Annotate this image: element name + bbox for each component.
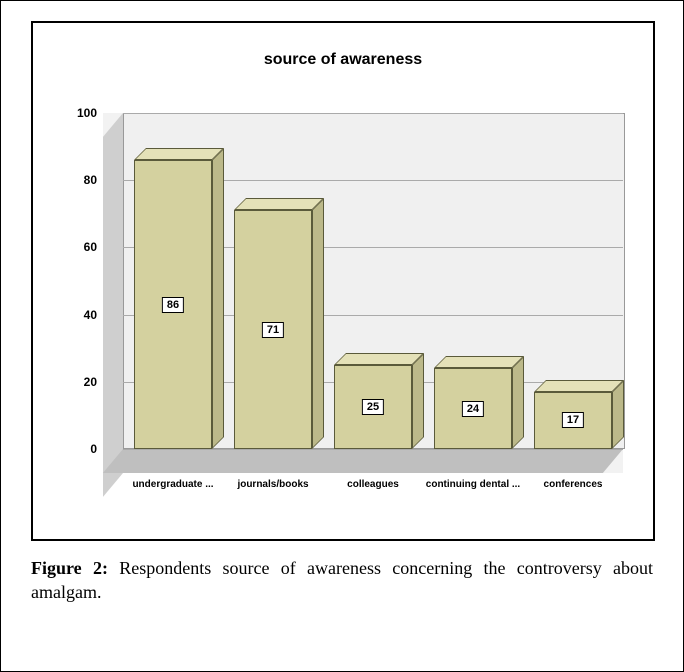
- bar-value-label: 86: [162, 297, 184, 313]
- plot-sidewall: [103, 113, 123, 497]
- chart-frame: source of awareness 0 20 40 60 80 100 86 71 25 2…: [31, 21, 655, 541]
- x-tick-label: continuing dental ...: [426, 479, 520, 490]
- y-tick-label: 20: [59, 375, 97, 389]
- figure-caption: Figure 2: Respondents source of awarenes…: [31, 556, 653, 605]
- bar-side: [512, 356, 524, 449]
- y-tick-label: 40: [59, 308, 97, 322]
- y-tick-label: 100: [59, 106, 97, 120]
- bar-value-label: 71: [262, 322, 284, 338]
- bar: 71: [234, 210, 312, 449]
- bar: 17: [534, 392, 612, 449]
- caption-text: Respondents source of awareness concerni…: [31, 558, 653, 602]
- x-axis-labels: undergraduate ... journals/books colleague…: [123, 479, 623, 509]
- y-tick-label: 0: [59, 442, 97, 456]
- bar: 24: [434, 368, 512, 449]
- figure-label: Figure 2:: [31, 558, 108, 578]
- bar-top: [434, 356, 524, 368]
- bar-side: [412, 353, 424, 449]
- bar-value-label: 24: [462, 401, 484, 417]
- bar-side: [312, 198, 324, 449]
- bar: 86: [134, 160, 212, 449]
- bar-value-label: 17: [562, 412, 584, 428]
- bar-top: [334, 353, 424, 365]
- gridline: [123, 449, 623, 450]
- x-tick-label: colleagues: [347, 479, 399, 490]
- x-tick-label: conferences: [544, 479, 603, 490]
- bar: 25: [334, 365, 412, 449]
- bar-top: [134, 148, 224, 160]
- x-tick-label: journals/books: [237, 479, 308, 490]
- plot-area: 020406080100 8671252417: [103, 113, 623, 473]
- plot-floor: [103, 449, 623, 473]
- y-tick-label: 60: [59, 240, 97, 254]
- x-tick-label: undergraduate ...: [132, 479, 213, 490]
- bar-side: [212, 148, 224, 449]
- bar-value-label: 25: [362, 399, 384, 415]
- figure-page: source of awareness 0 20 40 60 80 100 86 71 25 2…: [0, 0, 684, 672]
- bar-side: [612, 380, 624, 449]
- chart-title: source of awareness: [33, 51, 653, 69]
- bars-layer: 86 71 25 24 17: [123, 113, 623, 449]
- bar-top: [234, 198, 324, 210]
- bar-top: [534, 380, 624, 392]
- y-tick-label: 80: [59, 173, 97, 187]
